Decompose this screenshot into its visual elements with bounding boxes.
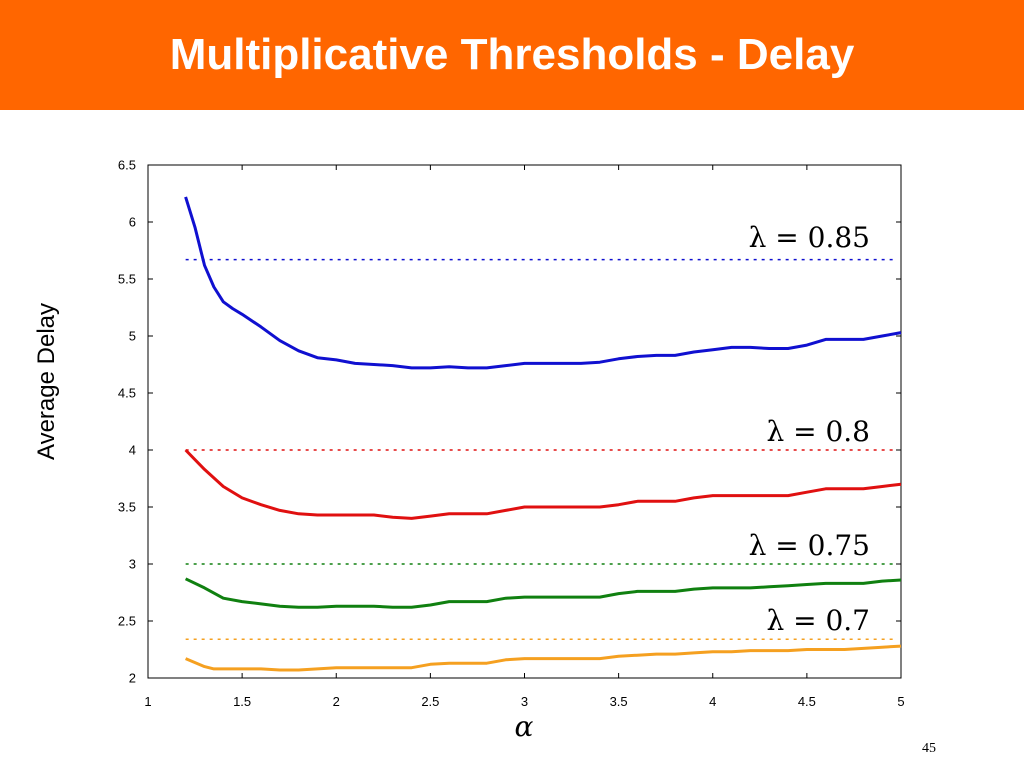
reference-lines: λ = 0.85 λ = 0.8 λ = 0.75 λ = 0.7 [185, 221, 895, 640]
reference-line-label: λ = 0.85 [749, 221, 870, 254]
x-tick-label: 5 [897, 694, 904, 709]
x-tick-label: 4.5 [798, 694, 816, 709]
y-tick-label: 2.5 [118, 614, 136, 629]
y-tick-label: 3 [129, 557, 136, 572]
x-axis-label: α [515, 710, 534, 743]
series-line [184, 577, 902, 609]
y-tick-label: 3.5 [118, 500, 136, 515]
x-tick-label: 1.5 [233, 694, 251, 709]
reference-line-label: λ = 0.8 [766, 415, 870, 448]
x-tick-label: 2 [333, 694, 340, 709]
y-tick-label: 4.5 [118, 386, 136, 401]
axes-layer: 1 1.5 2 2.5 3 3.5 4 4.5 5 2 2.5 3 3.5 4 4.5 5 5.5 6 6.5 [118, 158, 905, 710]
x-tick-label: 4 [709, 694, 716, 709]
reference-line-label: λ = 0.75 [749, 529, 870, 562]
x-tick-label: 1 [144, 694, 151, 709]
series-line [184, 448, 902, 520]
y-tick-label: 6 [129, 215, 136, 230]
y-tick-label: 5.5 [118, 272, 136, 287]
y-tick-label: 4 [129, 443, 136, 458]
y-axis-label: Average Delay [33, 303, 60, 460]
x-tick-label: 2.5 [421, 694, 439, 709]
y-tick-label: 6.5 [118, 158, 136, 173]
x-tick-label: 3.5 [610, 694, 628, 709]
slide-title: Multiplicative Thresholds - Delay [169, 30, 855, 79]
title-bar: Multiplicative Thresholds - Delay [0, 0, 1024, 110]
y-tick-label: 2 [129, 671, 136, 686]
series-line [184, 196, 902, 370]
reference-line-label: λ = 0.7 [766, 604, 870, 637]
page-number: 45 [922, 741, 936, 756]
x-tick-label: 3 [521, 694, 528, 709]
series-layer [184, 196, 902, 672]
y-tick-label: 5 [129, 329, 136, 344]
series-line [185, 644, 902, 672]
